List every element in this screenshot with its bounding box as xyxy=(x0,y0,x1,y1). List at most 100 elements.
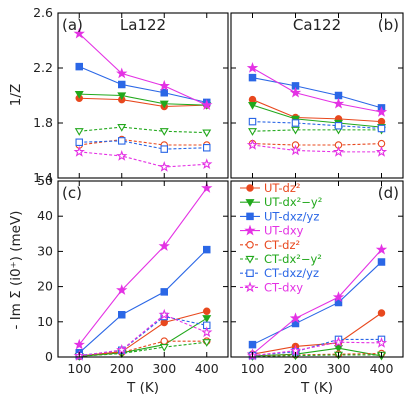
y-tick-label: 2.6 xyxy=(33,5,53,20)
series-1 xyxy=(75,307,211,360)
data-point xyxy=(158,79,170,91)
panel-title: La122 xyxy=(120,16,166,34)
data-point xyxy=(248,340,257,349)
data-point xyxy=(248,73,257,82)
series-line xyxy=(78,187,208,346)
y-tick-label: 30 xyxy=(37,243,53,258)
x-tick-label: 400 xyxy=(195,361,219,376)
series-4 xyxy=(73,182,213,350)
data-point xyxy=(74,128,84,136)
plot-frame xyxy=(230,12,404,179)
data-point xyxy=(73,27,85,39)
data-point xyxy=(118,80,126,89)
series-line xyxy=(78,33,207,106)
x-tick-label: 400 xyxy=(370,361,394,376)
series-line xyxy=(79,151,207,168)
data-point xyxy=(73,338,85,350)
legend-entry: CT-dxy xyxy=(240,280,303,294)
data-point xyxy=(158,240,170,251)
series-line xyxy=(252,347,382,357)
data-point xyxy=(332,97,345,109)
panel-label: (c) xyxy=(62,184,82,202)
y-tick-label: 2.2 xyxy=(33,60,53,75)
series-line xyxy=(252,144,382,153)
data-point xyxy=(289,312,302,324)
series-line xyxy=(252,121,382,130)
series-line xyxy=(252,104,382,128)
y-tick-label: 0 xyxy=(45,349,53,364)
legend-entry: UT-dx²−y² xyxy=(240,195,322,209)
data-point xyxy=(375,336,388,348)
data-point xyxy=(332,145,345,157)
series-line xyxy=(252,261,382,346)
data-point xyxy=(377,258,386,266)
panel-4: 100 200 300 400 (d) xyxy=(230,180,404,376)
data-point xyxy=(332,291,345,302)
legend-entry: UT-dz² xyxy=(240,181,300,195)
series-line xyxy=(252,77,382,109)
series-line xyxy=(79,126,207,134)
series-line xyxy=(252,312,382,355)
data-point xyxy=(377,117,386,126)
series-7 xyxy=(75,312,211,360)
data-point xyxy=(201,158,213,170)
data-point xyxy=(291,119,300,127)
data-point xyxy=(117,92,127,101)
data-point xyxy=(203,321,211,330)
legend-marker xyxy=(244,224,256,236)
legend-marker xyxy=(245,255,255,264)
panel-3: 100 200 300 400 0 10 20 30 40 50 (c) xyxy=(37,173,229,376)
series-8 xyxy=(73,145,213,172)
x-tick-label: 200 xyxy=(284,361,308,376)
data-point xyxy=(160,288,168,296)
data-point xyxy=(159,128,169,136)
legend-entry: CT-dz² xyxy=(240,238,300,252)
series-line xyxy=(79,93,207,106)
legend-label: UT-dxz/yz xyxy=(264,209,319,223)
panel-label: (d) xyxy=(378,184,399,202)
data-point xyxy=(375,106,388,117)
data-point xyxy=(332,336,345,348)
data-point xyxy=(291,82,300,90)
data-point xyxy=(159,344,169,352)
data-point xyxy=(160,145,168,153)
x-tick-label: 300 xyxy=(152,361,176,376)
data-point xyxy=(75,62,83,71)
data-point xyxy=(248,117,257,126)
panel-label: (a) xyxy=(62,16,83,34)
data-point xyxy=(202,315,212,323)
plot-frame xyxy=(230,180,404,358)
series-3 xyxy=(248,258,386,349)
data-point xyxy=(289,86,302,98)
legend-label: UT-dz² xyxy=(264,181,300,195)
x-tick-label: 300 xyxy=(327,361,351,376)
series-6 xyxy=(248,126,386,136)
data-point xyxy=(375,243,388,255)
series-line xyxy=(78,249,208,354)
data-point xyxy=(377,124,386,133)
data-point xyxy=(375,145,388,157)
data-point xyxy=(334,91,343,100)
series-8 xyxy=(73,308,213,361)
x-axis-label-left: T (K) xyxy=(126,380,159,396)
legend-marker xyxy=(246,212,254,221)
series-line xyxy=(252,129,382,132)
data-point xyxy=(160,337,169,345)
series-3 xyxy=(75,245,211,357)
data-point xyxy=(202,339,212,347)
plot-frame xyxy=(57,180,229,358)
data-point xyxy=(248,95,257,104)
series-3 xyxy=(248,73,386,112)
series-line xyxy=(252,354,382,357)
data-point xyxy=(202,129,212,138)
series-line xyxy=(79,341,207,357)
panel-2: (b) Ca122 xyxy=(230,12,404,179)
plot-frame xyxy=(57,12,229,179)
y-tick-label: 1.8 xyxy=(33,115,53,130)
data-point xyxy=(73,145,85,157)
y-axis-label-bottom: - Im Σ (i0⁺) (meV) xyxy=(8,211,24,330)
data-point xyxy=(201,182,213,193)
panel-label: (b) xyxy=(378,16,399,34)
data-point xyxy=(118,137,126,145)
